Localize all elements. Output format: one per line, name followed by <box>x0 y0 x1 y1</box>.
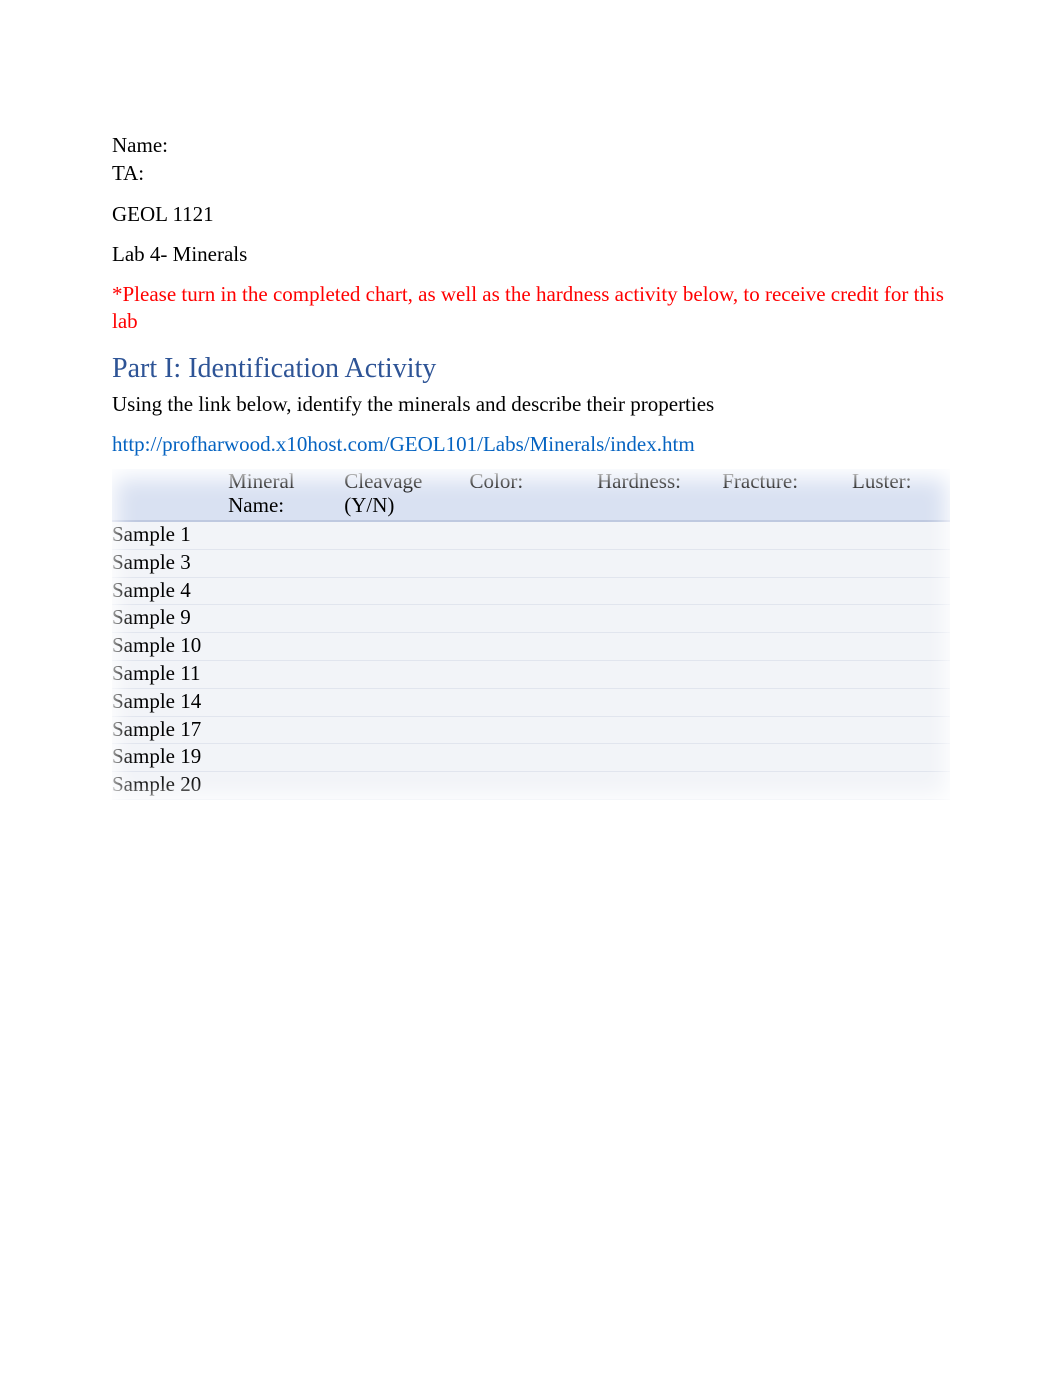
sample-label-cell: Sample 20 <box>112 772 228 800</box>
data-cell <box>228 660 344 688</box>
table-row: Sample 11 <box>112 660 950 688</box>
column-header: Luster: <box>852 469 950 522</box>
data-cell <box>852 577 950 605</box>
data-cell <box>597 772 722 800</box>
table-row: Sample 17 <box>112 716 950 744</box>
data-cell <box>722 772 852 800</box>
data-cell <box>344 521 469 549</box>
data-cell <box>722 744 852 772</box>
data-cell <box>228 688 344 716</box>
course-code: GEOL 1121 <box>112 201 950 227</box>
data-cell <box>722 521 852 549</box>
sample-label-cell: Sample 11 <box>112 660 228 688</box>
data-cell <box>852 772 950 800</box>
data-cell <box>722 688 852 716</box>
table-row: Sample 10 <box>112 633 950 661</box>
table-row: Sample 1 <box>112 521 950 549</box>
sample-label-cell: Sample 3 <box>112 549 228 577</box>
data-cell <box>469 744 597 772</box>
data-cell <box>722 549 852 577</box>
data-cell <box>597 688 722 716</box>
column-header: Fracture: <box>722 469 852 522</box>
column-header <box>112 469 228 522</box>
sample-label-cell: Sample 14 <box>112 688 228 716</box>
table-row: Sample 19 <box>112 744 950 772</box>
data-cell <box>597 521 722 549</box>
data-cell <box>228 772 344 800</box>
lab-title: Lab 4- Minerals <box>112 241 950 267</box>
data-cell <box>597 660 722 688</box>
data-cell <box>344 772 469 800</box>
data-cell <box>469 633 597 661</box>
data-cell <box>469 688 597 716</box>
data-cell <box>228 577 344 605</box>
column-header: Mineral Name: <box>228 469 344 522</box>
data-cell <box>852 716 950 744</box>
data-cell <box>469 549 597 577</box>
data-cell <box>852 688 950 716</box>
table-header-row: Mineral Name:Cleavage (Y/N)Color:Hardnes… <box>112 469 950 522</box>
data-cell <box>852 549 950 577</box>
data-cell <box>852 521 950 549</box>
mineral-table-region: Mineral Name:Cleavage (Y/N)Color:Hardnes… <box>112 469 950 800</box>
data-cell <box>344 660 469 688</box>
data-cell <box>722 577 852 605</box>
instruction-text: *Please turn in the completed chart, as … <box>112 281 950 335</box>
data-cell <box>344 688 469 716</box>
data-cell <box>469 772 597 800</box>
data-cell <box>469 660 597 688</box>
table-row: Sample 4 <box>112 577 950 605</box>
data-cell <box>228 744 344 772</box>
data-cell <box>469 716 597 744</box>
table-row: Sample 20 <box>112 772 950 800</box>
data-cell <box>344 633 469 661</box>
data-cell <box>228 521 344 549</box>
data-cell <box>469 605 597 633</box>
ta-label: TA: <box>112 160 950 186</box>
data-cell <box>597 577 722 605</box>
sample-label-cell: Sample 1 <box>112 521 228 549</box>
data-cell <box>344 549 469 577</box>
data-cell <box>852 660 950 688</box>
data-cell <box>344 605 469 633</box>
data-cell <box>469 521 597 549</box>
data-cell <box>228 716 344 744</box>
column-header: Hardness: <box>597 469 722 522</box>
data-cell <box>722 716 852 744</box>
data-cell <box>597 549 722 577</box>
sample-label-cell: Sample 10 <box>112 633 228 661</box>
data-cell <box>344 744 469 772</box>
table-row: Sample 14 <box>112 688 950 716</box>
data-cell <box>722 660 852 688</box>
reference-link[interactable]: http://profharwood.x10host.com/GEOL101/L… <box>112 432 695 456</box>
column-header: Cleavage (Y/N) <box>344 469 469 522</box>
data-cell <box>597 605 722 633</box>
data-cell <box>597 744 722 772</box>
sample-label-cell: Sample 19 <box>112 744 228 772</box>
name-label: Name: <box>112 132 950 158</box>
table-row: Sample 3 <box>112 549 950 577</box>
part1-heading: Part I: Identification Activity <box>112 353 950 385</box>
data-cell <box>228 605 344 633</box>
data-cell <box>852 633 950 661</box>
table-body: Sample 1Sample 3Sample 4Sample 9Sample 1… <box>112 521 950 799</box>
sample-label-cell: Sample 17 <box>112 716 228 744</box>
data-cell <box>722 605 852 633</box>
mineral-table: Mineral Name:Cleavage (Y/N)Color:Hardnes… <box>112 469 950 800</box>
column-header: Color: <box>469 469 597 522</box>
data-cell <box>597 716 722 744</box>
sample-label-cell: Sample 9 <box>112 605 228 633</box>
data-cell <box>228 633 344 661</box>
data-cell <box>344 716 469 744</box>
data-cell <box>469 577 597 605</box>
part1-subtitle: Using the link below, identify the miner… <box>112 391 950 418</box>
data-cell <box>852 744 950 772</box>
sample-label-cell: Sample 4 <box>112 577 228 605</box>
data-cell <box>852 605 950 633</box>
data-cell <box>228 549 344 577</box>
data-cell <box>344 577 469 605</box>
data-cell <box>597 633 722 661</box>
data-cell <box>722 633 852 661</box>
table-row: Sample 9 <box>112 605 950 633</box>
